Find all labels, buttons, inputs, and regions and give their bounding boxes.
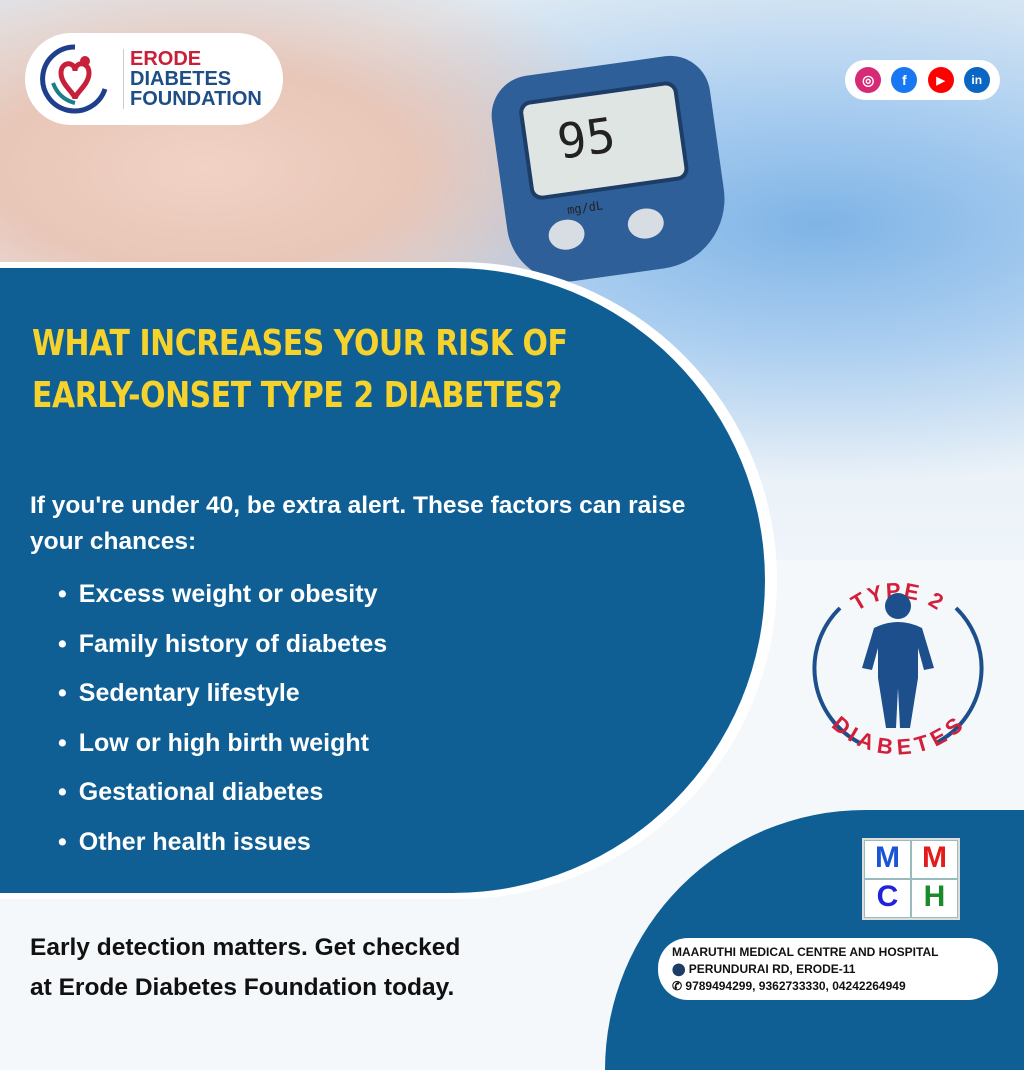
list-item: Other health issues	[58, 828, 387, 878]
list-item: Family history of diabetes	[58, 630, 387, 680]
hospital-contact-card: MAARUTHI MEDICAL CENTRE AND HOSPITAL ⬤ P…	[658, 938, 998, 1000]
logo-letter: C	[864, 879, 911, 918]
facebook-icon[interactable]: f	[891, 67, 918, 93]
logo-letter: M	[864, 840, 911, 879]
instagram-icon[interactable]: ◎	[855, 67, 882, 93]
logo-line-2: DIABETES	[130, 68, 232, 90]
foundation-logo: ERODE DIABETES FOUNDATION	[25, 33, 283, 125]
list-item: Sedentary lifestyle	[58, 679, 387, 729]
headline-line-2: EARLY-ONSET TYPE 2 DIABETES?	[32, 375, 562, 416]
list-item: Excess weight or obesity	[58, 580, 387, 630]
person-icon	[862, 593, 934, 728]
meter-unit: mg/dL	[566, 198, 604, 218]
headline-line-1: WHAT INCREASES YOUR RISK OF	[32, 323, 568, 364]
call-to-action: Early detection matters. Get checked at …	[30, 928, 460, 1008]
cta-line-1: Early detection matters. Get checked	[30, 934, 461, 961]
cta-line-2: at Erode Diabetes Foundation today.	[30, 974, 455, 1001]
meter-button	[625, 206, 666, 241]
heart-hands-icon	[40, 44, 108, 114]
phone-icon: ✆	[672, 979, 686, 993]
logo-letter: H	[911, 879, 958, 918]
hospital-address: PERUNDURAI RD, ERODE-11	[688, 962, 856, 976]
type2-diabetes-badge: TYPE 2 DIABETES	[812, 578, 984, 760]
meter-screen: 95 mg/dL	[517, 79, 691, 217]
youtube-icon[interactable]: ▶	[927, 67, 954, 93]
mmch-logo: M M C H	[862, 838, 960, 920]
location-pin-icon: ⬤	[672, 962, 689, 976]
linkedin-icon[interactable]: in	[963, 67, 990, 93]
headline: WHAT INCREASES YOUR RISK OF EARLY-ONSET …	[32, 318, 630, 422]
hospital-name: MAARUTHI MEDICAL CENTRE AND HOSPITAL	[672, 945, 939, 959]
risk-factor-list: Excess weight or obesity Family history …	[58, 580, 387, 878]
glucose-meter: 95 mg/dL	[486, 50, 734, 290]
logo-line-3: FOUNDATION	[130, 88, 262, 110]
list-item: Gestational diabetes	[58, 778, 387, 828]
meter-reading: 95	[553, 107, 619, 171]
list-item: Low or high birth weight	[58, 729, 387, 779]
logo-line-1: ERODE	[130, 48, 202, 70]
hospital-phones: 9789494299, 9362733330, 04242264949	[685, 979, 906, 993]
social-links: ◎ f ▶ in	[845, 60, 1000, 100]
logo-letter: M	[911, 840, 958, 879]
intro-text: If you're under 40, be extra alert. Thes…	[30, 492, 686, 555]
